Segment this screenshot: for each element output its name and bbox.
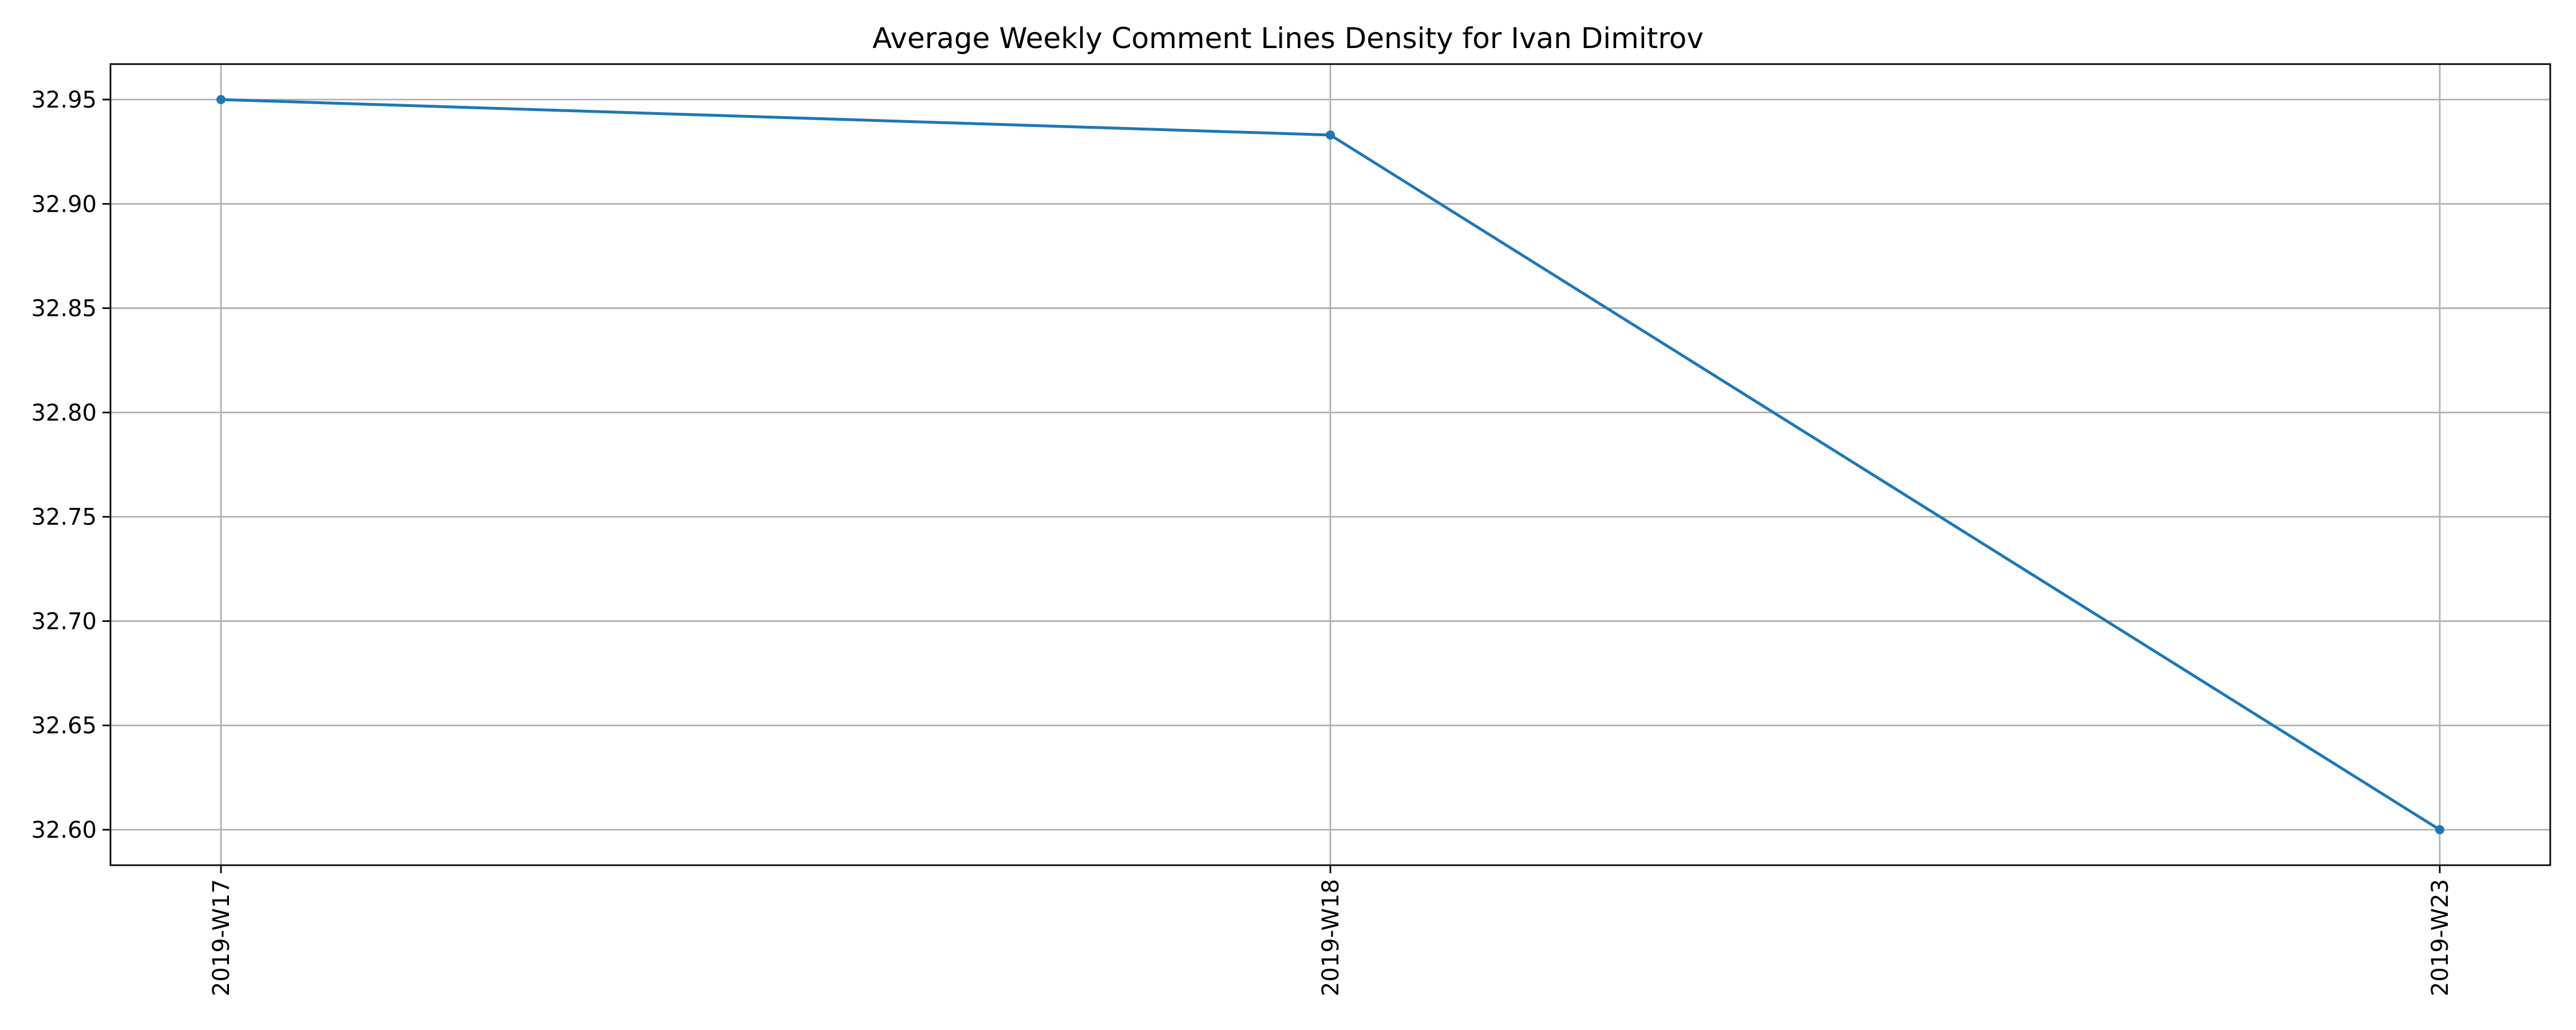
series-layer	[216, 94, 2444, 835]
data-point	[1326, 130, 1335, 140]
axis-ticks: 32.60 32.65 32.70 32.75 32.80 32.85 32.90 32.95…	[31, 87, 2453, 996]
x-tick-label: 2019-W17	[208, 879, 235, 996]
y-tick-label: 32.80	[31, 400, 97, 426]
data-point	[2435, 825, 2444, 835]
y-tick-label: 32.75	[31, 504, 97, 530]
x-tick-label: 2019-W18	[1318, 879, 1344, 996]
y-tick-label: 32.70	[31, 608, 97, 635]
y-tick-label: 32.90	[31, 191, 97, 217]
grid	[110, 64, 2550, 865]
y-tick-label: 32.95	[31, 87, 97, 113]
y-tick-label: 32.65	[31, 713, 97, 739]
y-tick-label: 32.85	[31, 296, 97, 322]
x-tick-label: 2019-W23	[2427, 879, 2453, 996]
data-point	[216, 94, 226, 104]
y-tick-label: 32.60	[31, 817, 97, 843]
chart-title: Average Weekly Comment Lines Density for…	[872, 22, 1704, 55]
